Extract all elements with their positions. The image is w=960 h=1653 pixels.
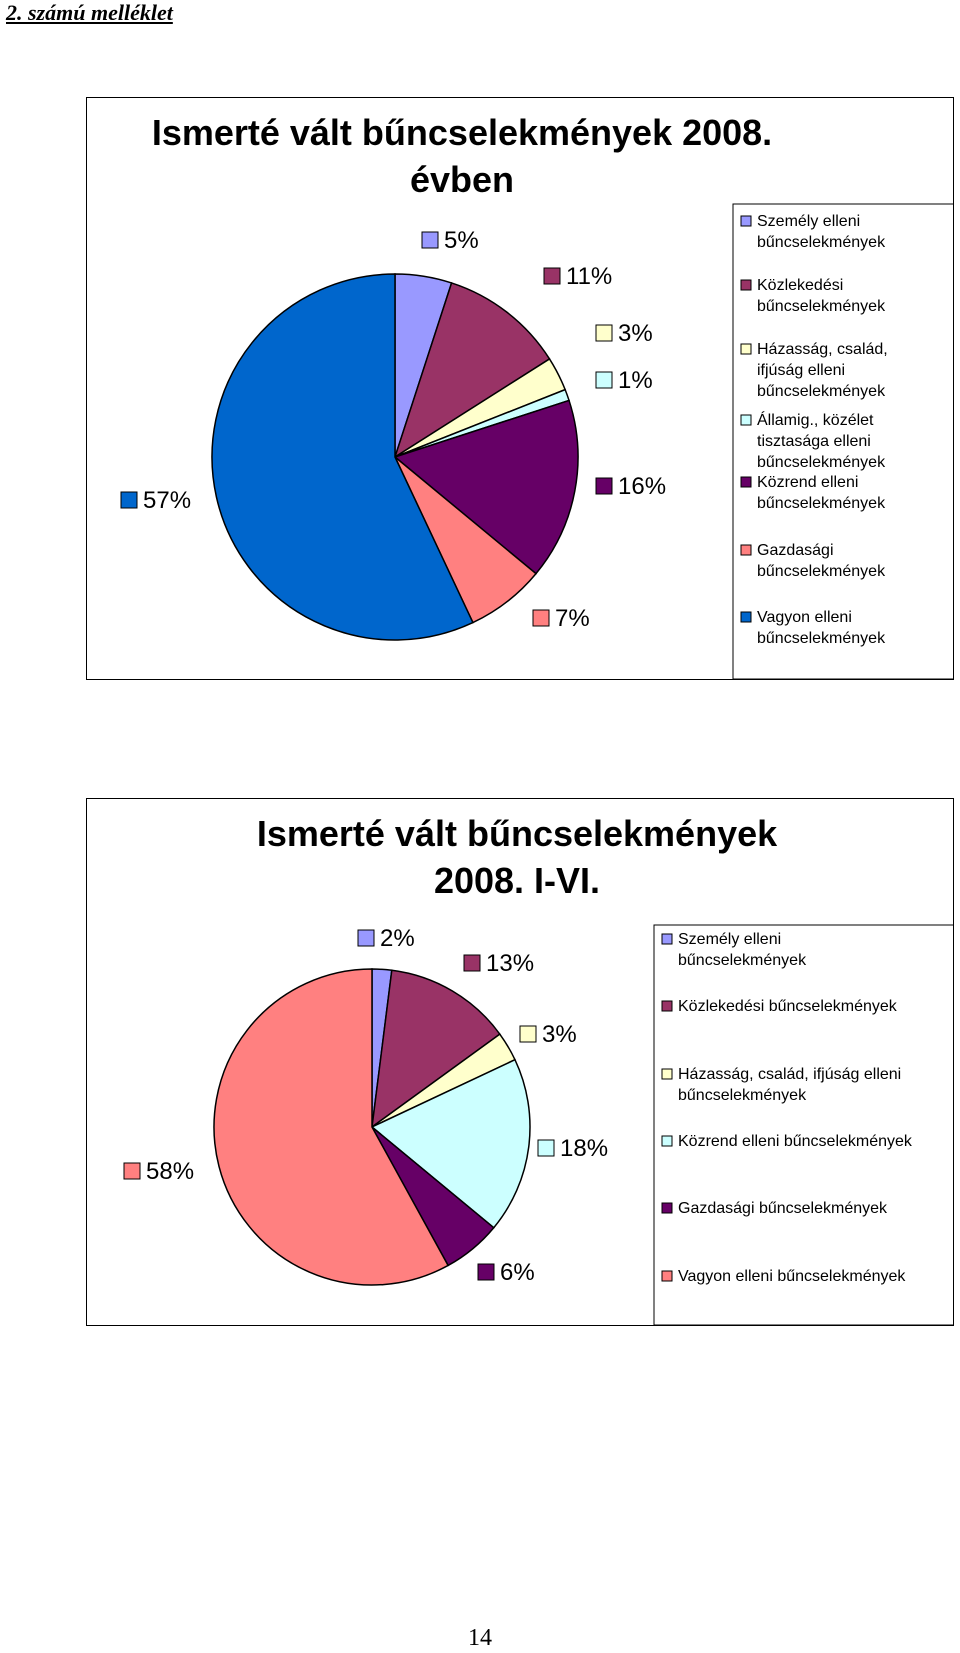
data-label-key xyxy=(463,954,481,972)
data-label: 6% xyxy=(500,1259,535,1286)
pie-slice xyxy=(371,969,501,1129)
pie-slice xyxy=(393,282,551,459)
data-label: 57% xyxy=(143,487,191,514)
data-label-key xyxy=(421,231,439,249)
data-label-key xyxy=(537,1139,555,1157)
legend-swatch xyxy=(740,414,752,426)
data-label-key xyxy=(595,371,613,389)
legend-entry: Gazdasági bűncselekmények xyxy=(678,1200,888,1217)
legend-entry: Személy elleni bűncselekmények xyxy=(678,931,807,969)
pie-chart-2008-full-year: Ismerté vált bűncselekmények 2008. évben 5… xyxy=(86,97,954,680)
data-label-key xyxy=(357,929,375,947)
data-label: 3% xyxy=(618,320,653,347)
legend-swatch xyxy=(661,933,673,945)
data-label-key xyxy=(123,1162,141,1180)
data-label-key xyxy=(519,1025,537,1043)
legend-swatch xyxy=(740,611,752,623)
data-label: 1% xyxy=(618,367,653,394)
legend-swatch xyxy=(661,1270,673,1282)
legend-entry: Gazdasági bűncselekmények xyxy=(757,542,886,580)
data-label-key xyxy=(532,609,550,627)
data-label: 13% xyxy=(486,950,534,977)
pie-chart-2008-first-half: Ismerté vált bűncselekmények 2008. I-VI. 2… xyxy=(86,798,954,1326)
pie-slice xyxy=(211,273,474,641)
legend-entry: Vagyon elleni bűncselekmények xyxy=(757,609,886,647)
data-label: 18% xyxy=(560,1135,608,1162)
chart-title-line: 2008. I-VI. xyxy=(434,860,600,901)
data-label-key xyxy=(477,1263,495,1281)
data-label-key xyxy=(543,267,561,285)
pie-slice xyxy=(213,968,450,1286)
legend-swatch xyxy=(661,1068,673,1080)
legend-swatch xyxy=(661,1000,673,1012)
data-label: 58% xyxy=(146,1158,194,1185)
legend-swatch xyxy=(661,1135,673,1147)
legend-box xyxy=(732,203,953,679)
legend-entry: Közlekedési bűncselekmények xyxy=(757,277,886,315)
legend-swatch xyxy=(740,343,752,355)
legend-swatch xyxy=(740,476,752,488)
data-label-key xyxy=(595,477,613,495)
legend-entry: Személy elleni bűncselekmények xyxy=(757,213,886,251)
legend-entry: Házasság, család, ifjúság elleni bűncsele… xyxy=(678,1066,901,1104)
data-label: 2% xyxy=(380,925,415,952)
legend-swatch xyxy=(661,1202,673,1214)
document-header: 2. számú melléklet xyxy=(6,0,173,25)
legend-entry: Házasság, család, ifjúság elleni bűncselek… xyxy=(757,341,888,400)
legend-box xyxy=(653,924,953,1325)
legend-entry: Közlekedési bűncselekmények xyxy=(678,998,898,1015)
pie-slice xyxy=(393,399,579,575)
legend-swatch xyxy=(740,279,752,291)
chart-svg: Ismerté vált bűncselekmények 2008. évben 5… xyxy=(120,112,953,679)
legend-swatch xyxy=(740,544,752,556)
legend-entry: Közrend elleni bűncselekmények xyxy=(678,1133,913,1150)
data-label-key xyxy=(120,491,138,509)
pie-slice xyxy=(370,1058,531,1229)
legend-swatch xyxy=(740,215,752,227)
data-label: 11% xyxy=(566,263,612,290)
page-number: 14 xyxy=(468,1625,492,1651)
legend-entry: Vagyon elleni bűncselekmények xyxy=(678,1268,906,1285)
data-label: 7% xyxy=(555,605,590,632)
data-label: 3% xyxy=(542,1021,577,1048)
data-label-key xyxy=(595,324,613,342)
chart-title-line: Ismerté vált bűncselekmények 2008. xyxy=(152,112,772,153)
chart-svg: Ismerté vált bűncselekmények 2008. I-VI. 2… xyxy=(123,813,953,1325)
chart-title-line: Ismerté vált bűncselekmények xyxy=(257,813,778,854)
data-label: 16% xyxy=(618,473,666,500)
data-label: 5% xyxy=(444,227,479,254)
legend-entry: Államig., közélet tisztasága elleni bűncse… xyxy=(757,410,886,471)
legend-entry: Közrend elleni bűncselekmények xyxy=(757,474,886,512)
chart-title-line: évben xyxy=(410,159,514,200)
